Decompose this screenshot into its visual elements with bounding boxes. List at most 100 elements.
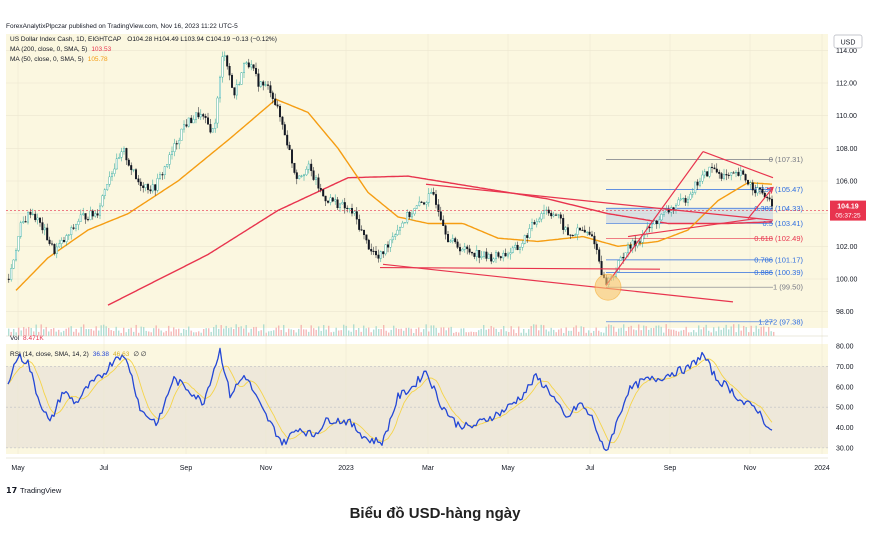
volume-bar: [340, 330, 342, 336]
candle-body: [202, 114, 205, 117]
candle-body: [732, 172, 735, 174]
volume-bar: [108, 328, 110, 336]
candle-body: [461, 249, 464, 252]
volume-bar: [345, 325, 347, 336]
candle-body: [226, 55, 229, 67]
volume-bar: [303, 329, 305, 336]
volume-bar: [200, 332, 202, 336]
volume-bar: [353, 324, 355, 336]
candle-body: [346, 207, 349, 209]
volume-bar: [540, 324, 542, 336]
tradingview-logo[interactable]: 𝟭𝟳 TradingView: [6, 486, 62, 495]
candle-body: [60, 239, 63, 244]
volume-bar: [235, 324, 237, 336]
volume-bar: [448, 327, 450, 336]
price-tick-label: 112.00: [836, 81, 857, 88]
candle-body: [154, 184, 157, 191]
volume-bar: [155, 325, 157, 336]
volume-bar: [40, 324, 42, 336]
volume-bar: [705, 324, 707, 336]
time-tick-label: May: [501, 465, 515, 472]
candle-body: [315, 177, 318, 180]
published-line: ForexAnalytixPlpczar published on Tradin…: [6, 23, 238, 30]
volume-bar: [415, 328, 417, 336]
candle-body: [761, 188, 764, 194]
candle-body: [581, 229, 584, 231]
candle-body: [96, 213, 99, 216]
candle-body: [367, 239, 370, 250]
volume-bar: [768, 326, 770, 336]
volume-bar: [45, 326, 47, 336]
volume-bar: [543, 325, 545, 336]
volume-bar: [273, 330, 275, 336]
candle-body: [194, 112, 197, 120]
volume-bar: [730, 326, 732, 336]
volume-bar: [163, 332, 165, 336]
volume-bar: [605, 326, 607, 336]
volume-bars: [8, 324, 775, 336]
candle-body: [487, 254, 490, 259]
volume-bar: [443, 327, 445, 336]
candle-body: [245, 62, 248, 64]
candle-body: [540, 213, 543, 220]
volume-bar: [428, 331, 430, 336]
candle-body: [432, 192, 435, 195]
candle-body: [134, 169, 137, 180]
candle-body: [495, 252, 498, 260]
rsi-legend[interactable]: RSI (14, close, SMA, 14, 2) 36.38 46.63 ∅ ∅: [10, 351, 147, 358]
ma200-legend[interactable]: MA (200, close, 0, SMA, 5) 103.53: [10, 46, 112, 53]
candle-body: [235, 84, 238, 96]
candle-body: [48, 239, 51, 244]
candle-body: [331, 197, 334, 202]
candle-body: [711, 166, 714, 169]
volume-bar: [325, 329, 327, 336]
candle-body: [528, 228, 531, 238]
candle-body: [257, 73, 260, 87]
volume-bar: [418, 327, 420, 336]
candle-body: [334, 199, 337, 202]
candle-body: [723, 174, 726, 179]
volume-bar: [258, 331, 260, 336]
volume-bar: [248, 332, 250, 336]
volume-bar: [660, 326, 662, 336]
candle-body: [523, 235, 526, 244]
volume-bar: [750, 325, 752, 336]
candle-body: [173, 143, 176, 153]
volume-bar: [698, 325, 700, 336]
dxy-daily-chart[interactable]: 0 (107.31) 0.236 (105.47) 0.382 (104.33) 0.…: [0, 0, 870, 500]
volume-legend[interactable]: Vol 8.471K: [10, 335, 44, 342]
candle-body: [480, 256, 483, 258]
candle-body: [516, 244, 519, 250]
candle-body: [401, 222, 404, 228]
volume-bar: [533, 324, 535, 336]
candle-body: [55, 246, 58, 254]
volume-bar: [125, 332, 127, 336]
rsi-tick-label: 70.00: [836, 364, 854, 371]
candle-body: [579, 227, 582, 231]
currency-badge[interactable]: USD: [833, 34, 863, 49]
price-tick-label: 108.00: [836, 146, 858, 153]
candle-body: [451, 238, 454, 242]
volume-bar: [715, 331, 717, 336]
volume-bar: [123, 327, 125, 336]
volume-bar: [508, 332, 510, 336]
volume-bar: [245, 325, 247, 336]
candle-body: [39, 217, 42, 223]
volume-bar: [635, 330, 637, 336]
volume-bar: [210, 331, 212, 336]
candle-body: [372, 250, 375, 252]
volume-bar: [530, 326, 532, 336]
candle-body: [531, 222, 534, 229]
volume-bar: [690, 332, 692, 336]
volume-bar: [348, 330, 350, 336]
time-tick-label: Nov: [260, 465, 273, 472]
ma50-legend[interactable]: MA (50, close, 0, SMA, 5) 105.78: [10, 56, 108, 63]
candle-body: [218, 76, 221, 99]
volume-bar: [43, 329, 45, 336]
candle-body: [43, 227, 46, 231]
candle-body: [504, 252, 507, 257]
candle-body: [552, 214, 555, 217]
candle-body: [706, 171, 709, 177]
candle-body: [353, 211, 356, 214]
candle-body: [492, 258, 495, 262]
